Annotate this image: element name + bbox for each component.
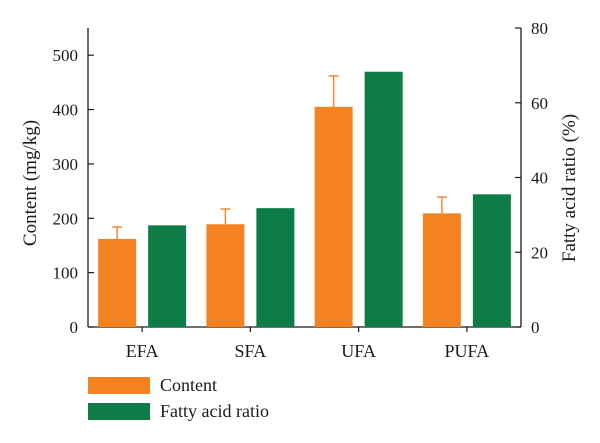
y-axis-title-right: Fatty acid ratio (%) [559,114,580,262]
y-tick-label-left: 300 [53,155,79,174]
y-tick-label-left: 400 [53,101,79,120]
bar-ratio [472,194,511,327]
bar-content [422,213,461,327]
y-axis-title-left: Content (mg/kg) [20,120,41,246]
legend: Content Fatty acid ratio [88,375,269,421]
legend-swatch [88,377,150,394]
x-tick-label: UFA [341,341,376,361]
bar-ratio [256,208,295,327]
y-tick-label-right: 20 [531,243,548,262]
x-tick-label: EFA [126,341,159,361]
y-tick-label-left: 500 [53,46,79,65]
bar-content [98,238,137,327]
legend-swatch [88,403,150,420]
legend-label: Fatty acid ratio [160,401,269,421]
bar-content [206,224,245,327]
y-tick-label-right: 80 [531,19,548,38]
plot-area: 0 100 200 300 400 500 0 20 40 60 80 EFA SFA UFA PUFA [53,19,549,361]
x-tick-label: SFA [235,341,267,361]
legend-label: Content [160,375,217,395]
bar-content [314,106,353,327]
y-tick-label-right: 60 [531,94,548,113]
bar-ratio [148,225,187,327]
y-tick-label-right: 40 [531,169,548,188]
y-tick-label-left: 100 [53,264,79,283]
y-tick-label-left: 200 [53,209,79,228]
bar-ratio [364,71,403,327]
x-tick-label: PUFA [445,341,490,361]
y-tick-label-left: 0 [70,318,79,337]
y-tick-label-right: 0 [531,318,540,337]
